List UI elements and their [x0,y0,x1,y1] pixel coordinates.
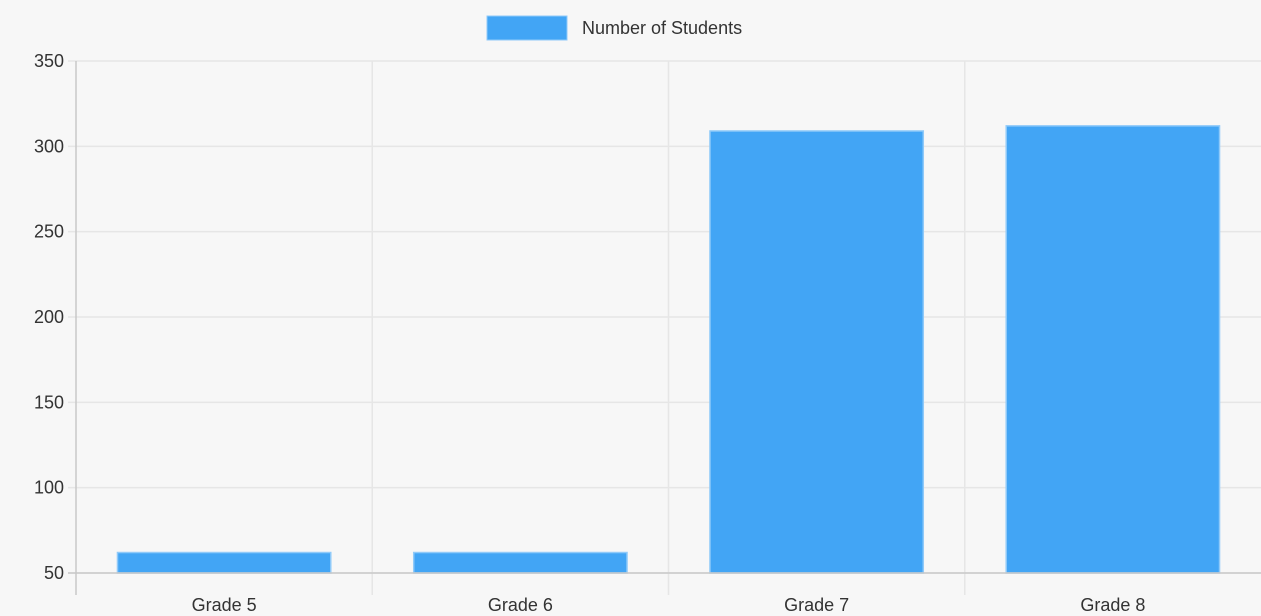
legend-label-number-of-students: Number of Students [582,18,742,38]
legend-swatch [486,15,568,41]
x-tick-label: Grade 5 [192,595,257,615]
y-tick-label: 350 [34,51,64,71]
x-tick-label: Grade 7 [784,595,849,615]
y-tick-label: 50 [44,563,64,583]
x-tick-label: Grade 6 [488,595,553,615]
y-tick-label: 250 [34,222,64,242]
y-tick-label: 300 [34,136,64,156]
bar-grade-6[interactable] [412,551,628,574]
bar-grade-7[interactable] [709,130,925,574]
x-axis: Grade 5 Grade 6 Grade 7 Grade 8 [68,572,1261,615]
y-axis: 50 100 150 200 250 300 350 [34,51,77,595]
y-tick-label: 200 [34,307,64,327]
legend: Number of Students [486,15,742,41]
bar-grade-5[interactable] [116,551,332,574]
y-tick-label: 100 [34,478,64,498]
bar-grade-8[interactable] [1005,125,1221,574]
bars [116,125,1221,574]
grid [68,60,1261,595]
x-tick-label: Grade 8 [1080,595,1145,615]
y-tick-label: 150 [34,392,64,412]
